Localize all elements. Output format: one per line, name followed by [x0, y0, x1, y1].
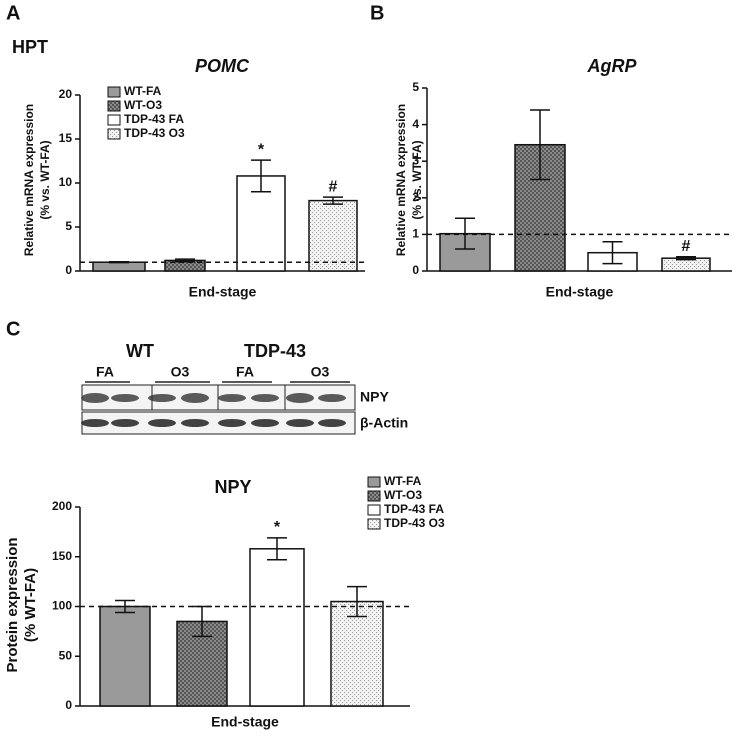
legend-swatch [107, 86, 121, 98]
y-axis-label: (% WT-FA) [22, 568, 39, 642]
bar [249, 548, 305, 707]
blot-band [251, 419, 279, 427]
chart: POMC Relative mRNA expression (% vs. WT-FA… [22, 56, 365, 300]
x-axis-label: End-stage [211, 714, 279, 730]
significance-mark: # [682, 238, 691, 255]
significance-mark: * [258, 141, 265, 158]
y-tick-label: 150 [52, 549, 72, 563]
legend-label: WT-FA [384, 474, 422, 488]
legend-label: TDP-43 FA [384, 502, 444, 516]
legend-swatch [367, 518, 381, 530]
legend-label: WT-O3 [384, 488, 422, 502]
y-axis-label: Relative mRNA expression [394, 104, 408, 256]
blot-band [218, 394, 246, 402]
legend-label: TDP-43 O3 [384, 516, 445, 530]
legend-swatch [367, 504, 381, 516]
chart: AgRP Relative mRNA expression (% vs. WT-FA… [394, 56, 732, 300]
y-axis-label: (% vs. WT-FA) [410, 140, 424, 219]
blot-lane-label: FA [236, 364, 254, 380]
y-tick-label: 5 [412, 80, 419, 94]
blot-lane-label: O3 [171, 364, 190, 380]
region-label: HPT [12, 37, 48, 57]
blot-band-label: β-Actin [360, 415, 408, 431]
x-axis-label: End-stage [189, 284, 257, 300]
y-tick-label: 3 [412, 153, 419, 167]
error-bar [323, 196, 343, 205]
error-bar [267, 537, 287, 561]
bar [330, 600, 384, 707]
legend-swatch [107, 100, 121, 112]
bar [308, 199, 358, 272]
legend-swatch [367, 476, 381, 488]
y-axis-label: Relative mRNA expression [22, 104, 36, 256]
blot-band [148, 394, 176, 402]
legend-swatch [367, 490, 381, 502]
y-tick-label: 50 [59, 648, 73, 662]
y-tick-label: 0 [412, 263, 419, 277]
error-bar [251, 159, 271, 193]
blot-band [251, 394, 279, 402]
y-tick-label: 100 [52, 599, 72, 613]
y-tick-label: 5 [65, 219, 72, 233]
blot-band [148, 419, 176, 427]
blot-group-label: WT [126, 341, 154, 361]
y-tick-label: 20 [59, 87, 73, 101]
y-tick-label: 200 [52, 499, 72, 513]
bar [92, 261, 146, 272]
blot-band [318, 419, 346, 427]
blot-band [286, 393, 314, 403]
legend-swatch [107, 128, 121, 140]
blot-group-label: TDP-43 [244, 341, 306, 361]
panel-label: C [6, 318, 20, 340]
y-tick-label: 10 [59, 175, 73, 189]
blot-band [111, 394, 139, 402]
chart: NPY Protein expression (% WT-FA) End-stage 0… [4, 474, 445, 730]
error-bar [530, 109, 550, 181]
panel-label: B [370, 2, 384, 24]
legend-label: TDP-43 FA [124, 112, 184, 126]
chart-title: AgRP [587, 56, 638, 76]
significance-mark: * [274, 519, 281, 536]
y-tick-label: 4 [412, 117, 419, 131]
y-tick-label: 0 [65, 698, 72, 712]
legend-label: WT-FA [124, 84, 162, 98]
error-bar [602, 240, 623, 265]
y-tick-label: 0 [65, 263, 72, 277]
blot-lane-label: FA [96, 364, 114, 380]
blot-band [111, 419, 139, 427]
bar [99, 605, 151, 707]
error-bar [347, 585, 367, 618]
blot-band [81, 419, 109, 427]
blot-band-label: NPY [360, 389, 389, 405]
significance-mark: # [329, 178, 338, 195]
y-tick-label: 2 [412, 190, 419, 204]
chart-title: NPY [214, 477, 251, 497]
y-axis-label: (% vs. WT-FA) [38, 140, 52, 219]
y-tick-label: 15 [59, 131, 73, 145]
y-axis-label: Protein expression [4, 537, 21, 672]
error-bar [676, 255, 696, 261]
chart-title: POMC [195, 56, 250, 76]
legend-label: WT-O3 [124, 98, 162, 112]
blot-lane-label: O3 [311, 364, 330, 380]
legend-swatch [107, 114, 121, 126]
x-axis-label: End-stage [546, 284, 614, 300]
blot-band [181, 393, 209, 403]
blot-band [81, 393, 109, 403]
blot-band [318, 394, 346, 402]
y-tick-label: 1 [412, 227, 419, 241]
legend-label: TDP-43 O3 [124, 126, 185, 140]
blot-band [218, 419, 246, 427]
blot-band [181, 419, 209, 427]
blot-band [286, 419, 314, 427]
panel-label: A [6, 2, 20, 24]
